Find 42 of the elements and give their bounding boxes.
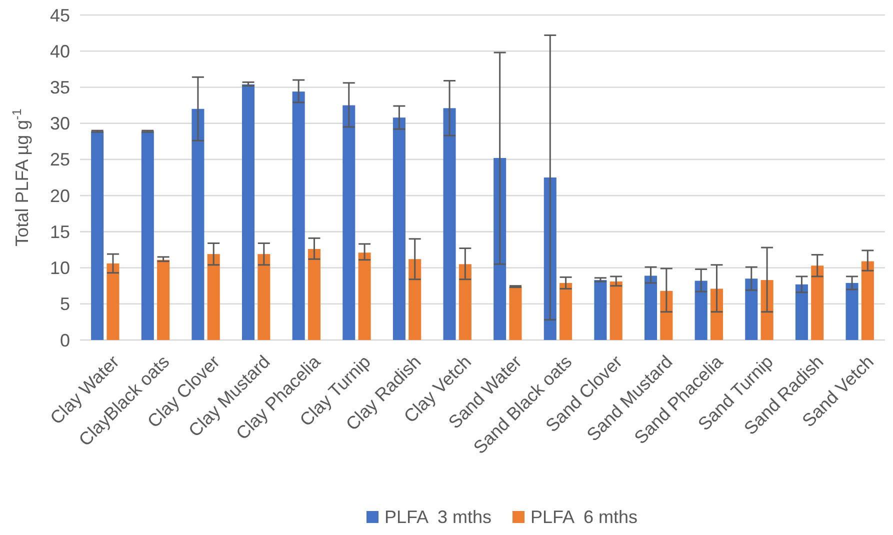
bar: [694, 280, 708, 340]
bar: [157, 260, 170, 340]
bar: [207, 254, 220, 340]
bar: [358, 252, 371, 340]
bar: [91, 131, 104, 340]
y-tick-label: 10: [50, 258, 70, 278]
bar: [846, 282, 858, 340]
bar: [745, 278, 758, 340]
bar: [342, 105, 356, 340]
bar: [660, 290, 673, 340]
bar: [811, 266, 824, 340]
y-tick-label: 0: [60, 330, 70, 350]
bar: [594, 280, 607, 340]
y-tick-label: 45: [50, 5, 70, 26]
bar: [644, 276, 658, 340]
bar: [509, 286, 522, 340]
y-tick-label: 40: [50, 41, 70, 62]
bar: [308, 249, 320, 340]
legend-label: PLFA 3 mths: [384, 507, 492, 527]
bar: [192, 108, 204, 340]
bar: [458, 264, 472, 340]
bar: [258, 254, 270, 340]
y-tick-label: 5: [60, 294, 70, 314]
bar: [795, 284, 808, 340]
bar: [760, 280, 774, 340]
bar: [292, 92, 305, 340]
y-tick-label: 20: [50, 186, 70, 206]
bar: [392, 118, 406, 340]
bar: [610, 282, 622, 340]
legend-label: PLFA 6 mths: [530, 507, 638, 527]
y-tick-label: 30: [50, 114, 70, 134]
bar: [408, 259, 422, 340]
bar: [106, 263, 120, 340]
y-tick-label: 25: [50, 150, 70, 170]
bar: [861, 261, 874, 340]
bar: [494, 158, 506, 340]
bar: [141, 131, 154, 340]
y-tick-label: 35: [50, 78, 70, 98]
bar: [560, 282, 572, 340]
y-tick-label: 15: [50, 222, 70, 242]
bar: [443, 108, 456, 340]
bar: [242, 84, 255, 340]
